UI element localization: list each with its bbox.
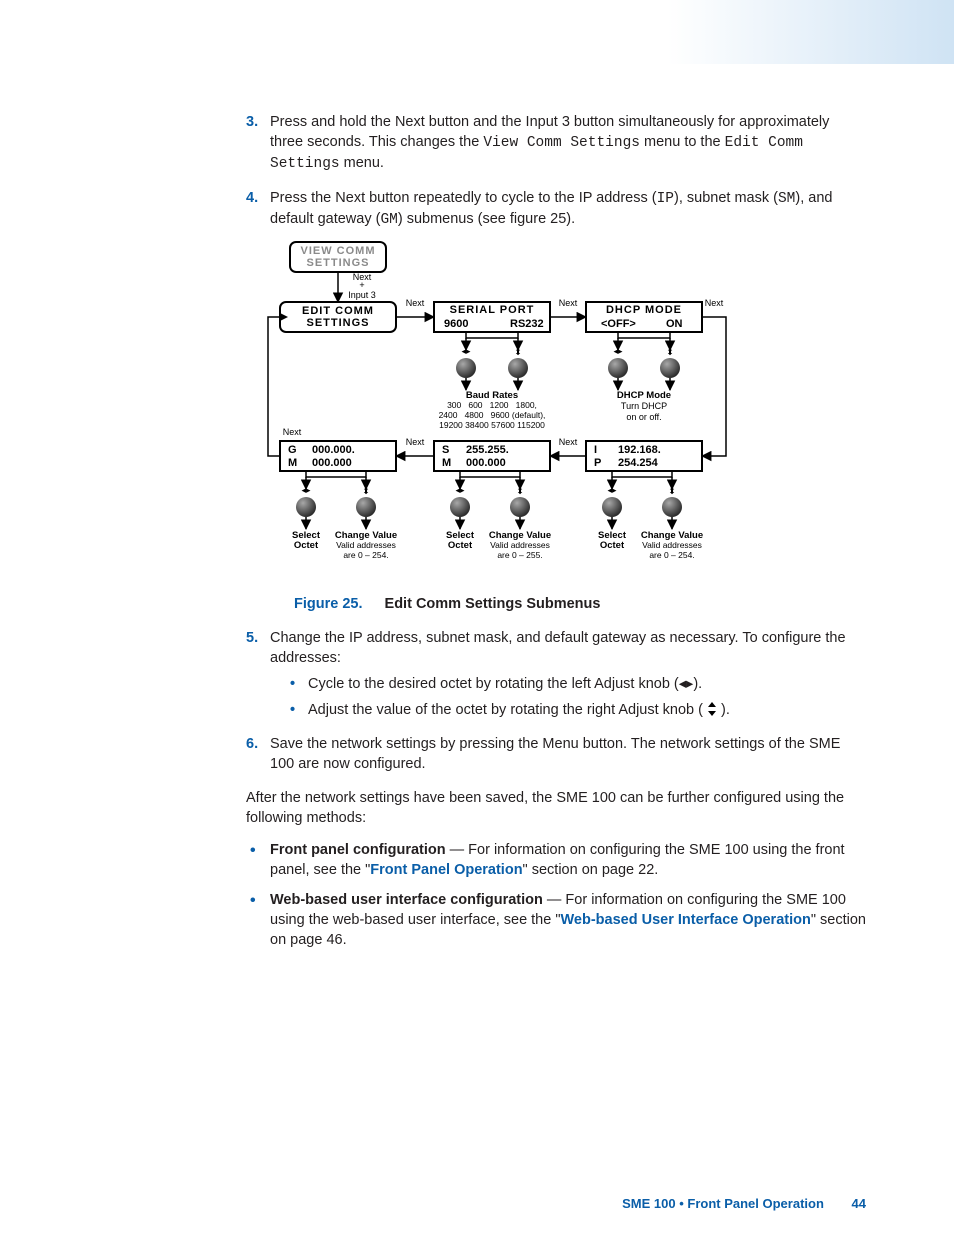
- svg-text:Valid addresses: Valid addresses: [642, 540, 702, 550]
- method-2-lead: Web-based user interface configuration: [270, 892, 543, 908]
- node-serial-l1: SERIAL PORT: [450, 304, 535, 316]
- label-next-6: Next: [283, 427, 302, 437]
- link-front-panel-operation[interactable]: Front Panel Operation: [370, 862, 522, 878]
- dhcp-l2: on or off.: [626, 412, 661, 422]
- step-4: 4. Press the Next button repeatedly to c…: [246, 188, 866, 614]
- svg-text:◂▸: ◂▸: [607, 485, 617, 495]
- svg-text:Octet: Octet: [448, 540, 473, 551]
- label-next-3: Next: [705, 298, 724, 308]
- step-6-text: Save the network settings by pressing th…: [270, 736, 840, 772]
- knob-pair-serial: ◂▸ ⬍: [456, 332, 528, 390]
- hscroll-icon: ◂▸: [461, 346, 471, 356]
- svg-text:Octet: Octet: [600, 540, 625, 551]
- knob-icon: [660, 358, 680, 378]
- node-gm-k1: G: [288, 444, 297, 456]
- node-dhcp-l2a: <OFF>: [601, 318, 636, 330]
- svg-text:◂▸: ◂▸: [301, 485, 311, 495]
- node-sm-k2: M: [442, 457, 451, 469]
- step-3-text: Press and hold the Next button and the I…: [270, 114, 829, 171]
- svg-text:◂▸: ◂▸: [455, 485, 465, 495]
- label-plus: +: [359, 280, 364, 290]
- label-octet: Octet: [294, 540, 319, 551]
- node-ip-l1: 192.168.: [618, 444, 661, 456]
- label-next-5: Next: [559, 437, 578, 447]
- node-sm-l2: 000.000: [466, 457, 506, 469]
- node-edit-l2: SETTINGS: [306, 317, 369, 329]
- node-serial-l2b: RS232: [510, 318, 544, 330]
- svg-text:are 0 – 254.: are 0 – 254.: [649, 550, 694, 560]
- node-ip-k1: I: [594, 444, 597, 456]
- hscroll-icon: ◂▸: [613, 346, 623, 356]
- step-5-bullet-1: Cycle to the desired octet by rotating t…: [270, 674, 866, 694]
- vscroll-icon: ⬍: [514, 347, 522, 357]
- label-range-255: are 0 – 255.: [497, 550, 542, 560]
- node-edit-l1: EDIT COMM: [302, 305, 374, 317]
- svg-text:⬍: ⬍: [516, 486, 524, 496]
- up-down-icon: [707, 702, 717, 716]
- dhcp-l1: Turn DHCP: [621, 401, 667, 411]
- method-front-panel: Front panel configuration — For informat…: [246, 840, 866, 880]
- step-5-bullet-2: Adjust the value of the octet by rotatin…: [270, 700, 866, 720]
- step-4-text: Press the Next button repeatedly to cycl…: [270, 190, 832, 227]
- label-range-254: are 0 – 254.: [343, 550, 388, 560]
- step-5-number: 5.: [246, 628, 258, 648]
- node-sm-l1: 255.255.: [466, 444, 509, 456]
- baud-row-0: 300 600 1200 1800,: [447, 400, 537, 410]
- label-next-2: Next: [559, 298, 578, 308]
- figure-label: Figure 25.: [294, 596, 363, 612]
- node-gm-k2: M: [288, 457, 297, 469]
- knob-icon: [608, 358, 628, 378]
- step-4-number: 4.: [246, 188, 258, 208]
- node-gm-l2: 000.000: [312, 457, 352, 469]
- node-view-l1: VIEW COMM: [301, 245, 376, 257]
- baud-row-1: 2400 4800 9600 (default),: [439, 410, 546, 420]
- step-6-number: 6.: [246, 734, 258, 754]
- footer-page-number: 44: [852, 1196, 866, 1211]
- step-3-number: 3.: [246, 112, 258, 132]
- dhcp-title: DHCP Mode: [617, 390, 671, 401]
- knob-icon: [456, 358, 476, 378]
- label-next-1: Next: [406, 298, 425, 308]
- node-view-l2: SETTINGS: [306, 257, 369, 269]
- figure-25-diagram: VIEW COMM SETTINGS Next + Input 3 EDIT C…: [266, 238, 866, 584]
- label-valid: Valid addresses: [336, 540, 396, 550]
- page-footer: SME 100 • Front Panel Operation 44: [0, 1196, 954, 1211]
- node-ip-l2: 254.254: [618, 457, 659, 469]
- node-ip-k2: P: [594, 457, 601, 469]
- method-1-lead: Front panel configuration: [270, 842, 446, 858]
- knob-icon: [508, 358, 528, 378]
- svg-text:⬍: ⬍: [362, 486, 370, 496]
- label-next-4: Next: [406, 437, 425, 447]
- node-serial-l2a: 9600: [444, 318, 468, 330]
- node-sm-k1: S: [442, 444, 449, 456]
- svg-text:⬍: ⬍: [668, 486, 676, 496]
- page-header-bar: [0, 0, 954, 64]
- node-dhcp-l1: DHCP MODE: [606, 304, 682, 316]
- step-5: 5. Change the IP address, subnet mask, a…: [246, 628, 866, 720]
- step-6: 6. Save the network settings by pressing…: [246, 734, 866, 774]
- vscroll-icon: ⬍: [666, 347, 674, 357]
- method-web-ui: Web-based user interface configuration —…: [246, 890, 866, 950]
- figure-25-caption: Figure 25. Edit Comm Settings Submenus: [294, 594, 866, 614]
- left-right-icon: ◂▸: [679, 676, 694, 692]
- link-web-ui-operation[interactable]: Web-based User Interface Operation: [561, 912, 811, 928]
- label-input3: Input 3: [348, 290, 376, 300]
- baud-row-2: 19200 38400 57600 115200: [439, 420, 545, 430]
- footer-section: SME 100 • Front Panel Operation: [622, 1196, 824, 1211]
- step-5-text: Change the IP address, subnet mask, and …: [270, 630, 846, 666]
- after-paragraph: After the network settings have been sav…: [246, 788, 866, 828]
- node-gm-l1: 000.000.: [312, 444, 355, 456]
- step-3: 3. Press and hold the Next button and th…: [246, 112, 866, 174]
- svg-text:Valid addresses: Valid addresses: [490, 540, 550, 550]
- page-content: 3. Press and hold the Next button and th…: [0, 64, 954, 950]
- figure-title: Edit Comm Settings Submenus: [385, 596, 601, 612]
- node-dhcp-l2b: ON: [666, 318, 683, 330]
